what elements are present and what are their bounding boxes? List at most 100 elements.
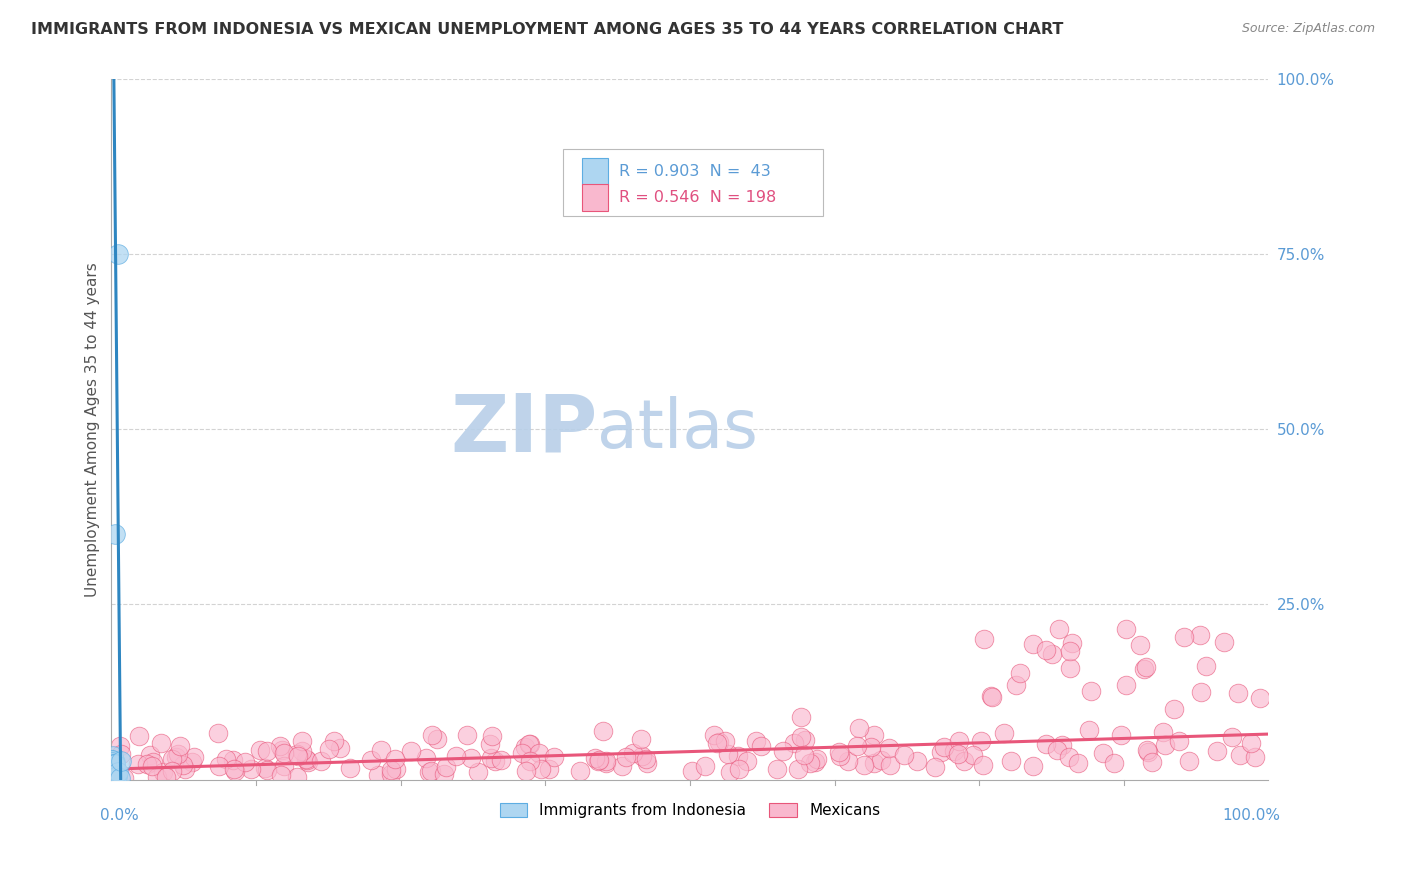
Point [329, 740, 352, 755]
Point [837, 755, 859, 769]
Point [105, 768, 128, 782]
Point [253, 762, 276, 776]
Point [1136, 743, 1159, 757]
Point [1167, 734, 1189, 748]
Point [980, 689, 1002, 703]
Point [513, 739, 536, 754]
Point [141, 755, 163, 769]
Point [367, 768, 389, 782]
Point [970, 733, 993, 747]
Point [104, 527, 127, 541]
Point [745, 734, 768, 748]
Point [569, 764, 592, 779]
Point [1212, 635, 1234, 649]
Point [104, 767, 127, 781]
Point [1129, 638, 1152, 652]
Point [519, 737, 541, 751]
Point [706, 736, 728, 750]
Point [110, 754, 132, 768]
Point [583, 751, 606, 765]
Point [127, 757, 149, 772]
Point [285, 747, 308, 761]
Point [169, 739, 191, 753]
Point [104, 756, 127, 771]
Point [101, 760, 124, 774]
Point [1059, 661, 1081, 675]
Point [101, 767, 124, 781]
Point [360, 754, 382, 768]
Point [162, 752, 184, 766]
Point [273, 759, 295, 773]
Point [848, 721, 870, 735]
Point [1067, 756, 1090, 770]
Point [100, 771, 122, 785]
Point [714, 733, 737, 747]
Point [105, 770, 128, 784]
Point [1189, 685, 1212, 699]
Point [1115, 678, 1137, 692]
Point [318, 741, 340, 756]
Text: R = 0.903  N =  43: R = 0.903 N = 43 [619, 164, 770, 179]
Point [636, 756, 658, 770]
Point [180, 755, 202, 769]
Point [207, 726, 229, 740]
Point [595, 755, 617, 769]
Point [614, 750, 637, 764]
Point [105, 769, 128, 783]
Point [527, 746, 550, 760]
Point [233, 756, 256, 770]
Point [104, 755, 127, 769]
Point [101, 770, 124, 784]
Point [434, 760, 457, 774]
Point [794, 733, 817, 747]
Point [1244, 750, 1267, 764]
Point [1062, 636, 1084, 650]
Point [295, 753, 318, 767]
Point [803, 755, 825, 769]
Point [103, 769, 125, 783]
Text: R = 0.546  N = 198: R = 0.546 N = 198 [619, 190, 776, 204]
Point [224, 762, 246, 776]
Point [484, 754, 506, 768]
Point [100, 769, 122, 783]
Point [291, 734, 314, 748]
Point [630, 732, 652, 747]
Point [240, 762, 263, 776]
Point [1078, 723, 1101, 737]
Point [636, 751, 658, 765]
Point [107, 764, 129, 779]
Point [101, 760, 124, 774]
Point [1102, 756, 1125, 771]
Point [481, 729, 503, 743]
Point [869, 753, 891, 767]
Y-axis label: Unemployment Among Ages 35 to 44 years: Unemployment Among Ages 35 to 44 years [86, 262, 100, 597]
Point [1022, 758, 1045, 772]
Point [479, 751, 502, 765]
Point [103, 754, 125, 768]
Point [339, 761, 361, 775]
Point [799, 756, 821, 771]
Point [215, 752, 238, 766]
Text: ZIP: ZIP [450, 391, 598, 468]
Point [105, 770, 128, 784]
Point [101, 770, 124, 784]
Point [1091, 746, 1114, 760]
Point [1045, 742, 1067, 756]
Legend: Immigrants from Indonesia, Mexicans: Immigrants from Indonesia, Mexicans [494, 797, 886, 824]
Point [100, 753, 122, 767]
Text: Source: ZipAtlas.com: Source: ZipAtlas.com [1241, 22, 1375, 36]
Point [285, 770, 308, 784]
Point [103, 771, 125, 785]
Point [787, 762, 810, 776]
Point [273, 746, 295, 760]
Point [1035, 737, 1057, 751]
Point [793, 747, 815, 762]
Text: 0.0%: 0.0% [100, 807, 139, 822]
Point [737, 755, 759, 769]
Text: IMMIGRANTS FROM INDONESIA VS MEXICAN UNEMPLOYMENT AMONG AGES 35 TO 44 YEARS CORR: IMMIGRANTS FROM INDONESIA VS MEXICAN UNE… [31, 22, 1063, 37]
Point [108, 739, 131, 753]
Point [751, 739, 773, 753]
FancyBboxPatch shape [582, 184, 607, 211]
Point [612, 759, 634, 773]
Point [108, 771, 131, 785]
